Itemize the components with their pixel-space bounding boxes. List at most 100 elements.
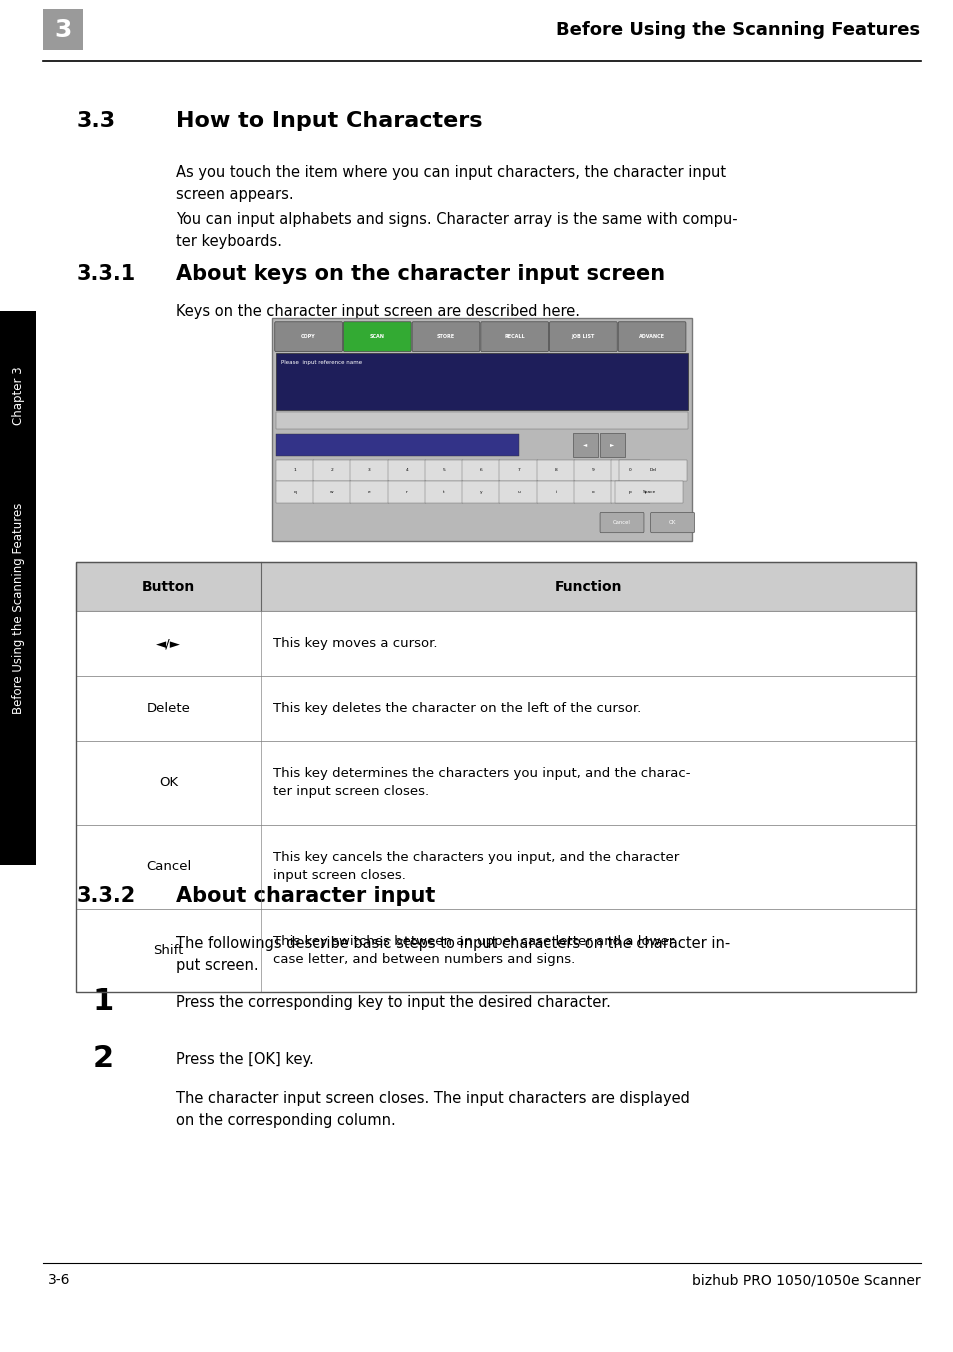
FancyBboxPatch shape [275, 481, 314, 503]
Text: 3.3.2: 3.3.2 [76, 886, 135, 906]
FancyBboxPatch shape [461, 460, 500, 481]
Text: Before Using the Scanning Features: Before Using the Scanning Features [11, 503, 25, 714]
Text: The character input screen closes. The input characters are displayed
on the cor: The character input screen closes. The i… [176, 1091, 690, 1129]
Text: This key deletes the character on the left of the cursor.: This key deletes the character on the le… [274, 702, 641, 715]
FancyBboxPatch shape [618, 322, 685, 352]
Text: 3.3: 3.3 [76, 111, 115, 131]
Text: 1: 1 [92, 987, 113, 1015]
FancyBboxPatch shape [618, 460, 686, 481]
Text: STORE: STORE [436, 334, 455, 339]
FancyBboxPatch shape [387, 460, 425, 481]
Text: OK: OK [668, 521, 676, 525]
FancyBboxPatch shape [537, 481, 575, 503]
Text: Keys on the character input screen are described here.: Keys on the character input screen are d… [176, 304, 579, 319]
Text: 6: 6 [479, 469, 482, 472]
Text: Please  input reference name: Please input reference name [281, 360, 362, 365]
Text: This key moves a cursor.: This key moves a cursor. [274, 637, 437, 650]
Text: Function: Function [554, 580, 621, 594]
Text: Shift: Shift [153, 944, 184, 957]
FancyBboxPatch shape [499, 460, 537, 481]
Text: u: u [517, 491, 519, 493]
Text: Button: Button [142, 580, 195, 594]
FancyBboxPatch shape [573, 433, 598, 457]
Text: You can input alphabets and signs. Character array is the same with compu-
ter k: You can input alphabets and signs. Chara… [176, 212, 738, 250]
Text: COPY: COPY [301, 334, 315, 339]
FancyBboxPatch shape [424, 460, 462, 481]
FancyBboxPatch shape [387, 481, 425, 503]
Text: 7: 7 [517, 469, 519, 472]
Text: This key cancels the characters you input, and the character
input screen closes: This key cancels the characters you inpu… [274, 852, 679, 882]
Text: 2: 2 [331, 469, 334, 472]
FancyBboxPatch shape [275, 434, 518, 456]
Text: w: w [330, 491, 334, 493]
Text: As you touch the item where you can input characters, the character input
screen: As you touch the item where you can inpu… [176, 165, 726, 203]
FancyBboxPatch shape [275, 460, 314, 481]
FancyBboxPatch shape [599, 512, 643, 533]
Text: y: y [479, 491, 482, 493]
FancyBboxPatch shape [272, 318, 691, 541]
FancyBboxPatch shape [275, 353, 687, 410]
Text: Del: Del [649, 469, 656, 472]
FancyBboxPatch shape [424, 481, 462, 503]
FancyBboxPatch shape [76, 676, 915, 741]
Text: 3: 3 [54, 18, 71, 42]
Text: 3-6: 3-6 [48, 1274, 71, 1287]
Text: This key determines the characters you input, and the charac-
ter input screen c: This key determines the characters you i… [274, 768, 690, 798]
Text: Chapter 3: Chapter 3 [11, 366, 25, 425]
Text: Delete: Delete [147, 702, 191, 715]
Text: t: t [442, 491, 444, 493]
FancyBboxPatch shape [615, 481, 682, 503]
Text: Cancel: Cancel [146, 860, 192, 873]
FancyBboxPatch shape [611, 460, 649, 481]
Text: 8: 8 [554, 469, 557, 472]
FancyBboxPatch shape [275, 412, 687, 429]
Text: The followings describe basic steps to input characters on the character in-
put: The followings describe basic steps to i… [176, 936, 730, 973]
FancyBboxPatch shape [76, 909, 915, 992]
FancyBboxPatch shape [76, 611, 915, 676]
Text: 1: 1 [294, 469, 295, 472]
Text: ◄/►: ◄/► [156, 637, 181, 650]
Text: Before Using the Scanning Features: Before Using the Scanning Features [556, 20, 920, 39]
Text: o: o [591, 491, 594, 493]
Text: r: r [405, 491, 407, 493]
Text: p: p [628, 491, 631, 493]
Text: 3.3.1: 3.3.1 [76, 264, 135, 284]
FancyBboxPatch shape [43, 9, 83, 50]
FancyBboxPatch shape [599, 433, 624, 457]
FancyBboxPatch shape [480, 322, 548, 352]
FancyBboxPatch shape [350, 481, 388, 503]
FancyBboxPatch shape [274, 322, 342, 352]
FancyBboxPatch shape [343, 322, 411, 352]
Text: SCAN: SCAN [370, 334, 384, 339]
Text: bizhub PRO 1050/1050e Scanner: bizhub PRO 1050/1050e Scanner [691, 1274, 920, 1287]
FancyBboxPatch shape [0, 352, 36, 865]
Text: About keys on the character input screen: About keys on the character input screen [176, 264, 665, 284]
FancyBboxPatch shape [461, 481, 500, 503]
Text: 4: 4 [405, 469, 408, 472]
Text: JOB LIST: JOB LIST [571, 334, 595, 339]
Text: 5: 5 [442, 469, 445, 472]
FancyBboxPatch shape [76, 562, 915, 611]
Text: Cancel: Cancel [613, 521, 630, 525]
Text: e: e [368, 491, 371, 493]
FancyBboxPatch shape [611, 481, 649, 503]
Text: 3: 3 [368, 469, 371, 472]
Text: Space: Space [641, 491, 655, 493]
FancyBboxPatch shape [650, 512, 694, 533]
FancyBboxPatch shape [574, 481, 612, 503]
FancyBboxPatch shape [412, 322, 479, 352]
FancyBboxPatch shape [0, 311, 36, 480]
FancyBboxPatch shape [537, 460, 575, 481]
FancyBboxPatch shape [574, 460, 612, 481]
Text: OK: OK [159, 776, 178, 790]
FancyBboxPatch shape [549, 322, 617, 352]
Text: i: i [555, 491, 556, 493]
Text: ◄: ◄ [583, 442, 587, 448]
FancyBboxPatch shape [76, 741, 915, 825]
Text: This key switches between an upper case letter and a lower
case letter, and betw: This key switches between an upper case … [274, 936, 674, 965]
FancyBboxPatch shape [313, 481, 351, 503]
Text: How to Input Characters: How to Input Characters [176, 111, 482, 131]
Text: 0: 0 [628, 469, 631, 472]
Text: Press the [OK] key.: Press the [OK] key. [176, 1052, 314, 1067]
Text: ►: ► [610, 442, 614, 448]
